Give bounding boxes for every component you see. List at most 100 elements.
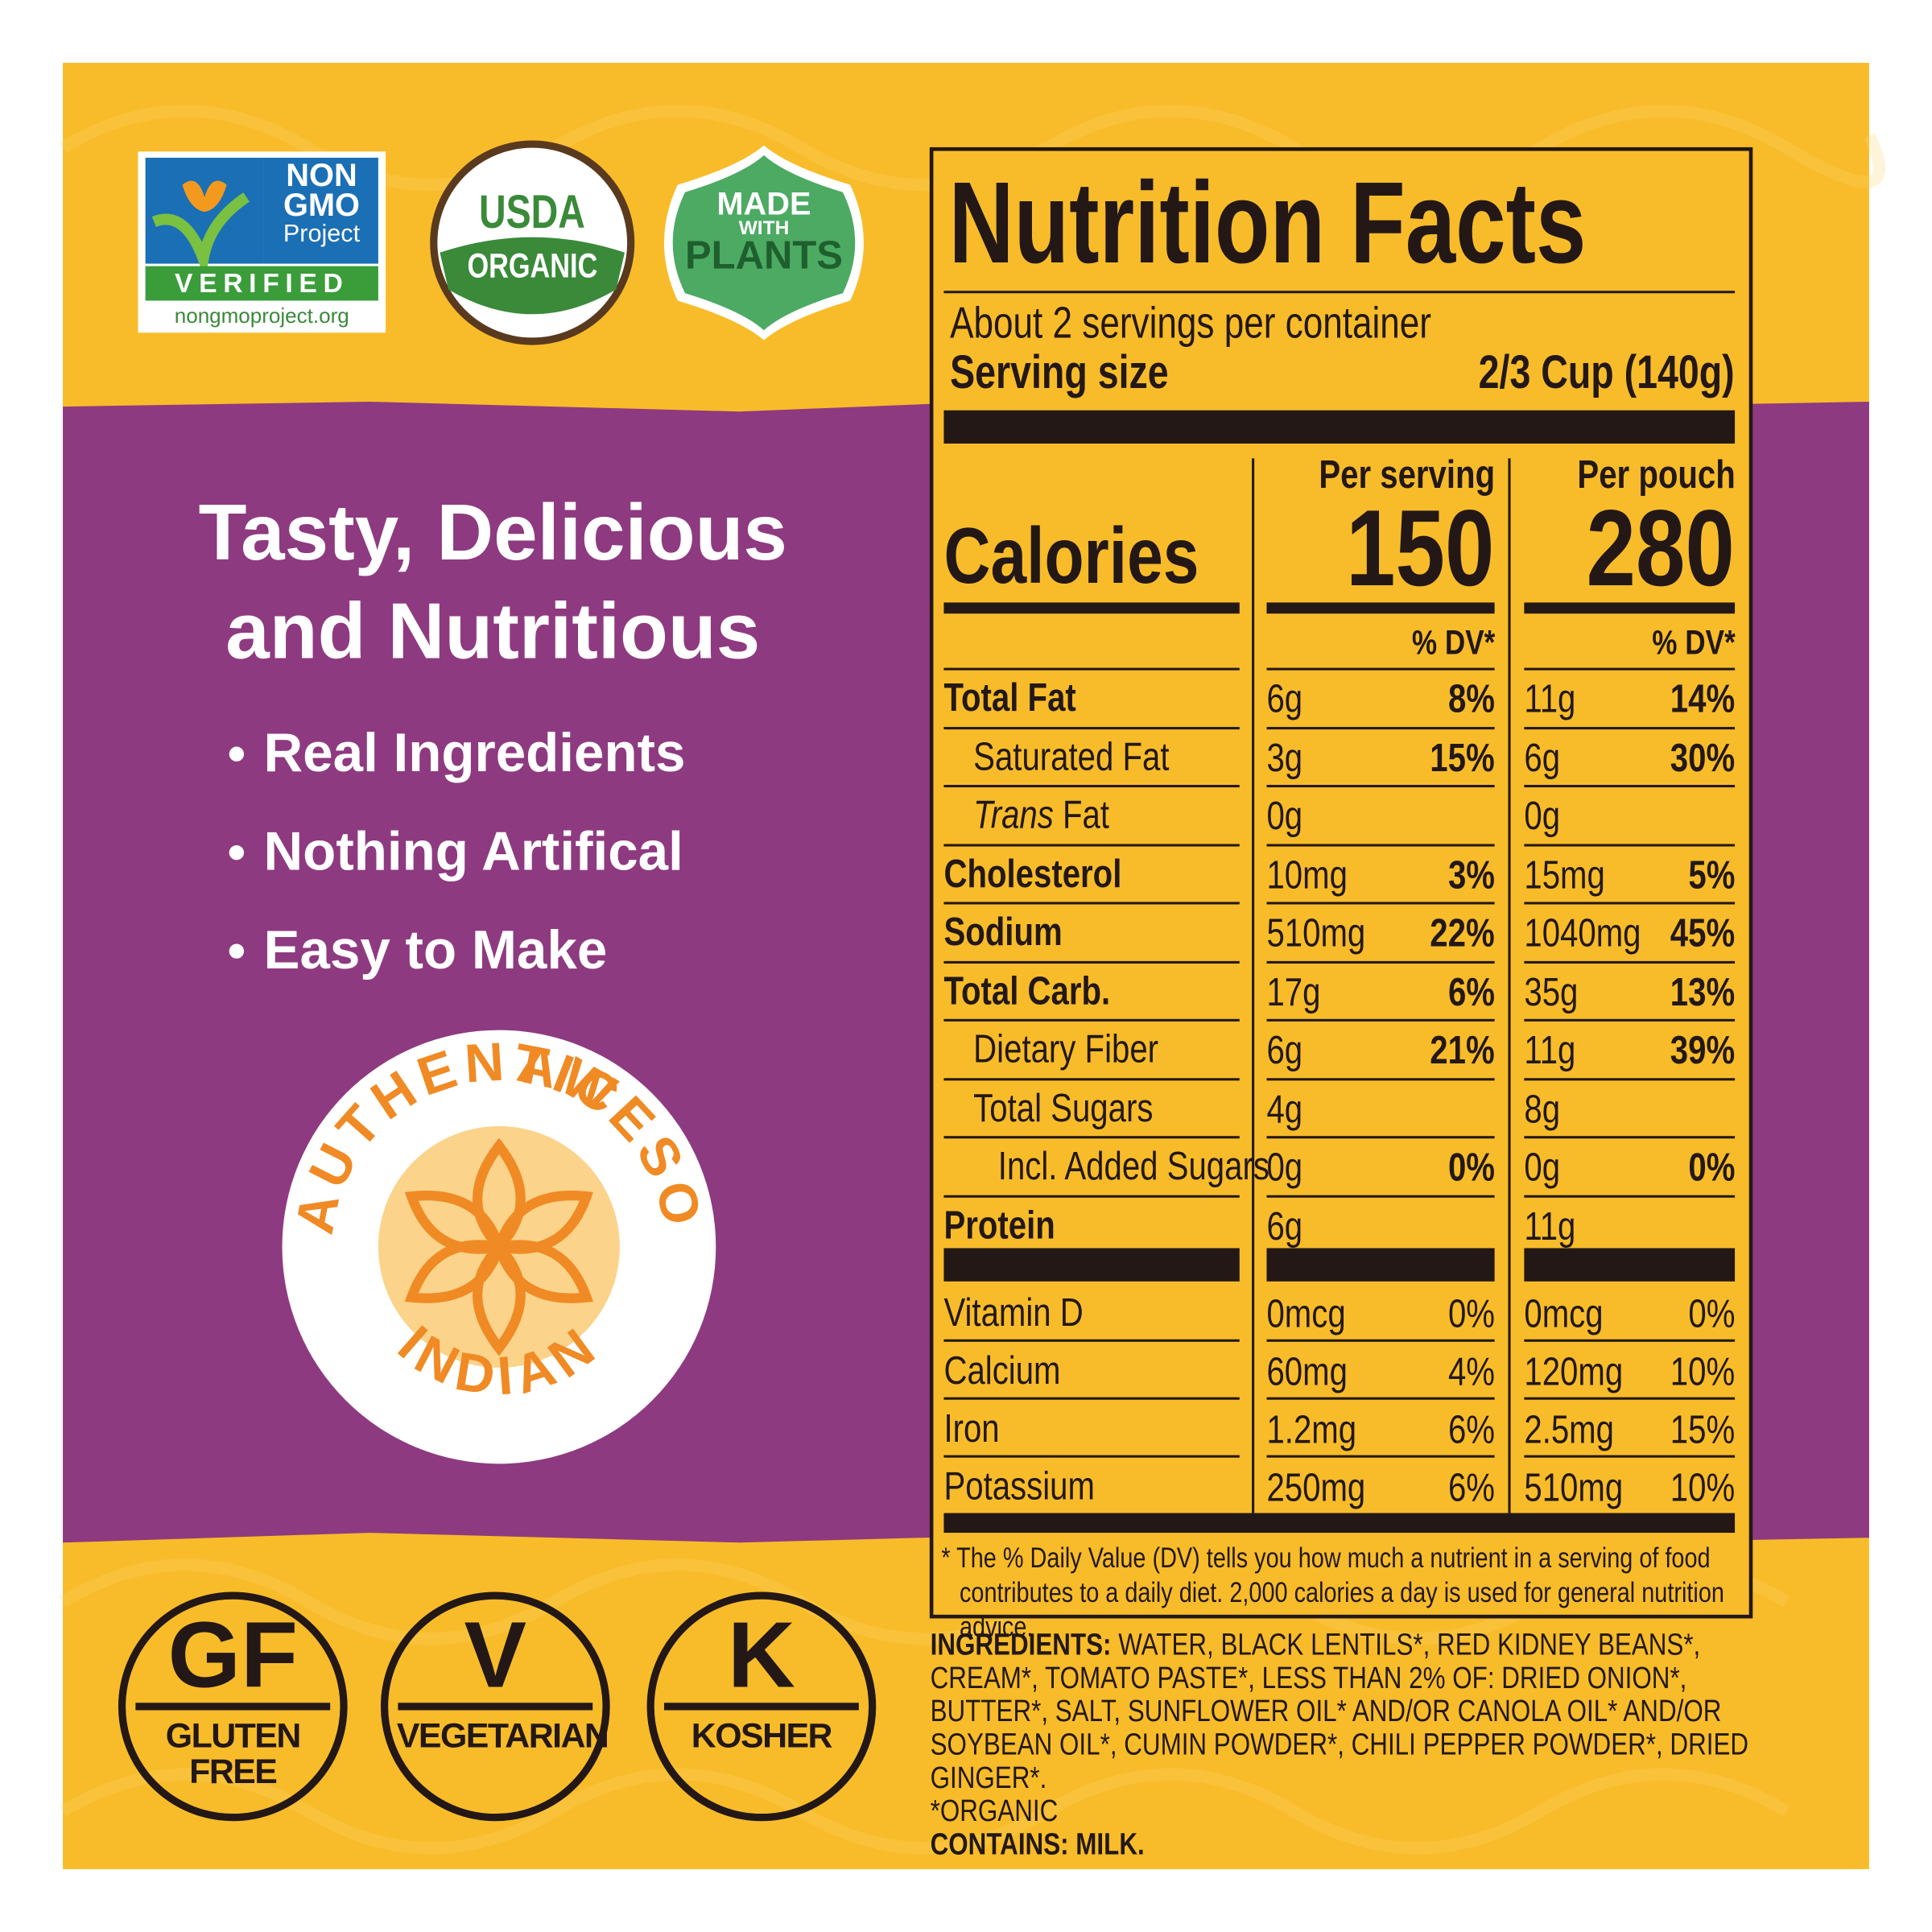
contains: CONTAINS: MILK.: [930, 1827, 1145, 1862]
nutrient-name: Total Carb.: [943, 968, 1146, 1012]
row-rule: [1266, 1397, 1495, 1400]
daily-value-text: 3%: [1447, 852, 1495, 897]
servings-text: About 2 servings per container: [950, 296, 1432, 348]
row-rule: [1524, 1339, 1736, 1342]
amount: 510mg: [1266, 910, 1387, 956]
col-header: Per pouch: [1542, 451, 1735, 497]
servings: About 2 servings per container: [950, 298, 1551, 347]
daily-value-text: 4%: [1447, 1349, 1495, 1394]
ingredients-text: WATER, BLACK LENTILS*, RED KIDNEY BEANS*…: [930, 1627, 1749, 1796]
daily-value: 22%: [1416, 910, 1495, 956]
bullet: Nothing Artifical: [229, 803, 686, 902]
amount-text: 15mg: [1524, 852, 1605, 897]
nutrient-name-main: Iron: [943, 1406, 1000, 1451]
nutrient-name-text: Incl. Added Sugars: [998, 1143, 1269, 1187]
amount-text: 35g: [1524, 968, 1579, 1013]
amount-text: 6g: [1266, 1203, 1303, 1248]
daily-value-text: 15%: [1430, 735, 1495, 780]
amount-text: 120mg: [1524, 1349, 1624, 1394]
daily-value-text: 13%: [1670, 968, 1736, 1013]
calories-value: 280: [1554, 489, 1735, 606]
seal-flower: [404, 1137, 593, 1356]
daily-value: 13%: [1656, 968, 1735, 1014]
calories-value: 150: [1314, 486, 1495, 609]
row-rule: [1524, 843, 1736, 846]
nutrient-name: Iron: [943, 1406, 1011, 1450]
amount-text: 3g: [1266, 735, 1303, 780]
daily-value-text: 0%: [1688, 1291, 1736, 1336]
col-header-text: Per serving: [1318, 452, 1495, 497]
nutrient-name-text: Potassium: [943, 1463, 1094, 1508]
row-rule: [943, 1018, 1240, 1022]
row-rule: [943, 1136, 1240, 1139]
daily-value-text: 22%: [1430, 910, 1495, 956]
badge-text: WITH: [738, 217, 790, 239]
amount: 6g: [1266, 1026, 1310, 1073]
amount: 0mcg: [1524, 1290, 1620, 1337]
amount-text: 510mg: [1266, 910, 1366, 956]
daily-value-text: 45%: [1670, 910, 1736, 956]
footnote: * The % Daily Value (DV) tells you how m…: [941, 1540, 1757, 1644]
badge-text: ORGANIC: [467, 246, 598, 285]
amount-text: 0g: [1524, 1144, 1561, 1190]
nutrient-name: Vitamin D: [943, 1290, 1113, 1335]
nutrient-name-main: Calcium: [943, 1348, 1061, 1393]
daily-value: 0%: [1678, 1143, 1735, 1190]
amount: 250mg: [1266, 1463, 1387, 1510]
row-rule: [943, 667, 1240, 671]
serving-size-value: 2/3 Cup (140g): [1415, 348, 1735, 399]
bullet-dot: [229, 746, 245, 762]
amount: 35g: [1524, 968, 1590, 1014]
daily-value: 8%: [1438, 675, 1495, 722]
row-rule: [1524, 1455, 1736, 1458]
diet-symbol: V: [464, 1603, 527, 1708]
daily-value: 3%: [1438, 851, 1495, 898]
row-rule: [1266, 1077, 1495, 1080]
nutrient-name: Total Fat: [943, 675, 1104, 720]
diet-label: VEGETARIAN: [396, 1716, 609, 1755]
footnote-text: * The % Daily Value (DV) tells you how m…: [941, 1541, 1724, 1643]
nutrient-name-main: Saturated Fat: [973, 733, 1170, 778]
amount: 3g: [1266, 733, 1310, 780]
daily-value-text: 8%: [1447, 676, 1495, 721]
nutrient-name-text: Total Fat: [943, 675, 1075, 720]
organic-note: *ORGANIC: [930, 1794, 1059, 1829]
dv-header: % DV*: [1393, 622, 1495, 664]
row-rule: [1266, 843, 1495, 846]
nutrient-name-text: Calcium: [943, 1348, 1060, 1392]
nutrient-name: Protein: [943, 1202, 1080, 1246]
calories-value-text: 150: [1346, 486, 1495, 609]
amount: 1.2mg: [1266, 1406, 1376, 1452]
bullet-dot: [229, 844, 245, 861]
badge-text: ORGANIC: [434, 246, 631, 286]
nf-title: Nutrition Facts: [949, 155, 1766, 291]
amount: 1040mg: [1524, 910, 1666, 956]
usda-field: [440, 237, 625, 315]
non-gmo-leaf: [151, 192, 250, 280]
daily-value: 21%: [1416, 1026, 1494, 1073]
ingredients: INGREDIENTS: WATER, BLACK LENTILS*, RED …: [931, 1629, 1759, 1861]
amount-text: 17g: [1266, 968, 1321, 1013]
nutrient-name-text: Vitamin D: [943, 1290, 1083, 1335]
dv-header-text: % DV*: [1651, 623, 1736, 662]
serving-size-label: Serving size: [950, 348, 1223, 399]
amount-text: 11g: [1524, 1027, 1576, 1072]
daily-value: 15%: [1656, 1406, 1735, 1452]
nutrient-name-main: Protein: [943, 1202, 1055, 1247]
amount-text: 4g: [1266, 1086, 1303, 1131]
nutrient-name: Cholesterol: [943, 851, 1160, 895]
daily-value-text: 6%: [1447, 968, 1495, 1013]
badge-text: VERIFIED: [174, 267, 349, 299]
amount: 120mg: [1524, 1348, 1645, 1394]
badge-text: nongmoproject.org: [174, 304, 349, 328]
daily-value-text: 6%: [1447, 1406, 1495, 1452]
col-header-text: Per pouch: [1576, 452, 1736, 497]
badge-text: PLANTS: [685, 233, 843, 278]
bullet: Easy to Make: [229, 902, 686, 1000]
amount-text: 11g: [1524, 1203, 1576, 1248]
nutrition-box: [929, 147, 1753, 1619]
amount: 510mg: [1524, 1463, 1645, 1510]
daily-value: 30%: [1656, 733, 1735, 780]
